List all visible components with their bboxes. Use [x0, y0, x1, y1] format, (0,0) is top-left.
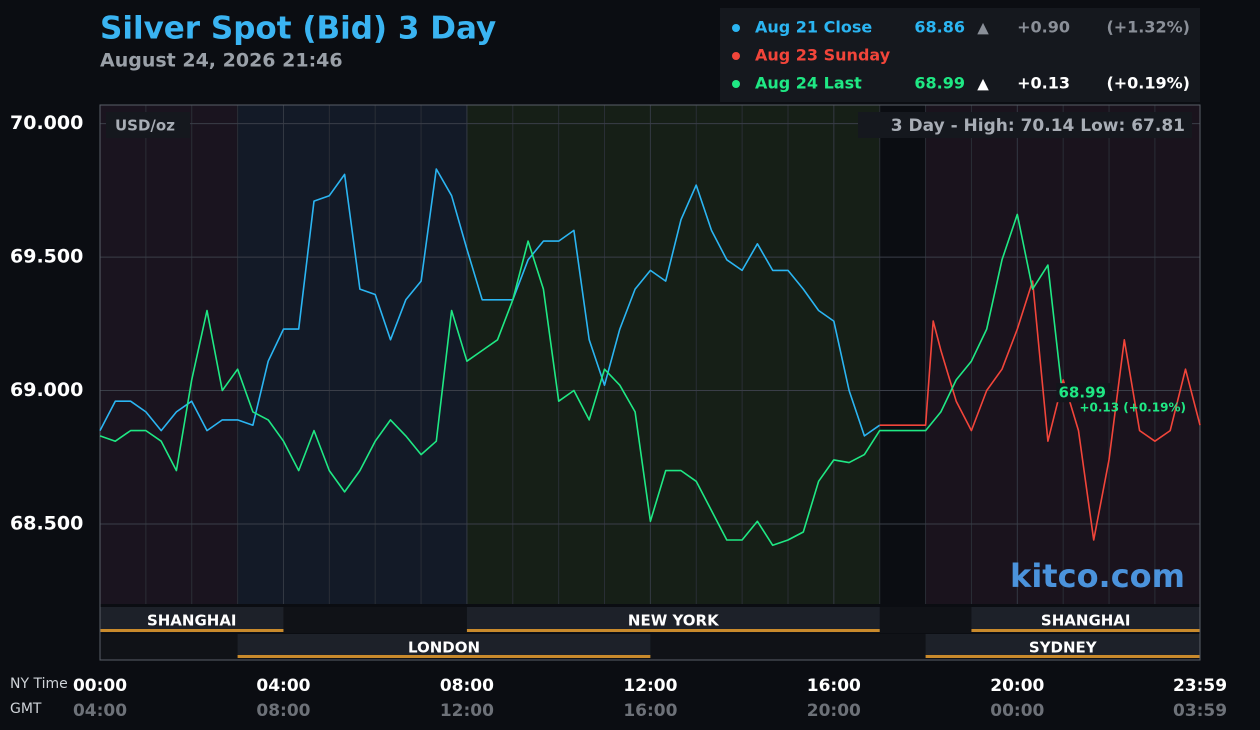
x-tick-label: 04:00 — [256, 676, 310, 696]
x2-tick-label: 08:00 — [256, 701, 310, 721]
session-label: SHANGHAI — [1041, 612, 1131, 630]
session-region — [100, 105, 238, 604]
session-bar — [925, 634, 1200, 656]
x2-tick-label: 00:00 — [990, 701, 1044, 721]
x2-tick-label: 03:59 — [1173, 701, 1227, 721]
x-tick-label: 12:00 — [623, 676, 677, 696]
legend-box — [720, 8, 1200, 102]
series-line — [99, 168, 881, 437]
x2-tick-label: 04:00 — [73, 701, 127, 721]
x-tick-label: 16:00 — [807, 676, 861, 696]
legend-marker — [732, 24, 740, 32]
unit-bg — [106, 112, 190, 138]
high-low: 3 Day - High: 70.14 Low: 67.81 — [891, 116, 1185, 136]
legend-change: +0.90 — [1017, 18, 1070, 37]
y-tick-label: 68.500 — [10, 512, 83, 534]
y-tick-label: 69.000 — [10, 379, 83, 401]
x2-tick-label: 16:00 — [623, 701, 677, 721]
session-bar — [466, 607, 880, 629]
chart-subtitle: August 24, 2026 21:46 — [100, 50, 343, 72]
session-bar — [100, 607, 284, 629]
session-line — [100, 629, 284, 632]
legend-label: Aug 23 Sunday — [755, 46, 891, 65]
plot-frame — [99, 104, 1201, 661]
session-label: NEW YORK — [628, 612, 720, 630]
session-bar — [237, 634, 651, 656]
last-value-bg — [1056, 383, 1113, 403]
session-line — [237, 655, 651, 658]
y-tick-label: 70.000 — [10, 112, 83, 134]
legend-marker — [732, 52, 740, 60]
session-bar — [971, 607, 1200, 629]
session-line — [925, 655, 1200, 658]
series-line — [99, 213, 1079, 547]
session-label: LONDON — [408, 639, 480, 657]
session-label: SHANGHAI — [147, 612, 237, 630]
legend-value: 68.99 — [914, 74, 965, 93]
last-change: +0.13 (+0.19%) — [1079, 401, 1186, 415]
y-unit: USD/oz — [115, 117, 175, 135]
legend-arrow: ▲ — [977, 75, 989, 93]
high-low-bg — [858, 112, 1192, 138]
session-region — [237, 105, 467, 604]
y-tick-label: 69.500 — [10, 246, 83, 268]
session-line — [971, 629, 1200, 632]
x-tick-label: 20:00 — [990, 676, 1044, 696]
chart-title: Silver Spot (Bid) 3 Day — [100, 11, 496, 47]
session-region — [466, 105, 880, 604]
series-line — [879, 280, 1201, 541]
legend-label: Aug 24 Last — [755, 74, 862, 93]
x2-tick-label: 20:00 — [807, 701, 861, 721]
legend-change-pct: (+0.19%) — [1106, 74, 1190, 93]
x-tick-label: 08:00 — [440, 676, 494, 696]
legend-arrow: ▲ — [977, 19, 989, 37]
x2-axis-label: GMT — [10, 701, 42, 717]
legend-marker — [732, 80, 740, 88]
session-line — [466, 629, 880, 632]
x-axis-label: NY Time — [10, 676, 68, 692]
last-value: 68.99 — [1058, 384, 1105, 402]
session-label: SYDNEY — [1029, 639, 1098, 657]
legend-change: +0.13 — [1017, 74, 1070, 93]
legend-change-pct: (+1.32%) — [1106, 18, 1190, 37]
x-tick-label: 00:00 — [73, 676, 127, 696]
x-tick-label: 23:59 — [1173, 676, 1227, 696]
legend-label: Aug 21 Close — [755, 18, 872, 37]
legend-value: 68.86 — [914, 18, 965, 37]
brand: kitco.com — [1010, 557, 1185, 595]
x2-tick-label: 12:00 — [440, 701, 494, 721]
